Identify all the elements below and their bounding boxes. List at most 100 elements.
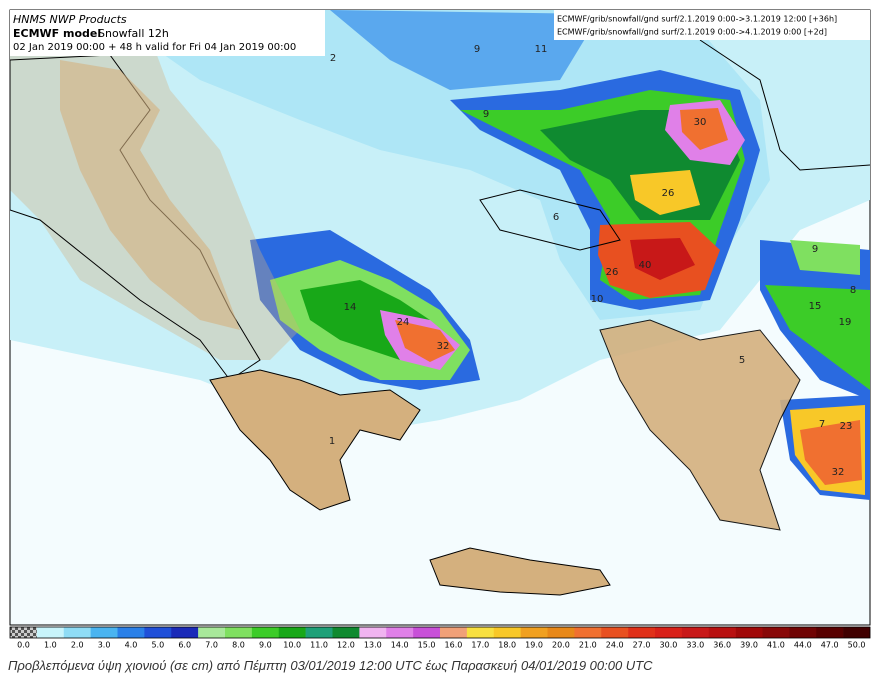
map-label: 24 <box>397 317 410 328</box>
forecast-map: HNMS NWP Products ECMWF model Snowfall 1… <box>9 9 871 650</box>
map-label: 32 <box>832 467 845 478</box>
colorbar-label: 47.0 <box>821 641 839 650</box>
map-layers <box>10 10 870 596</box>
colorbar-box <box>628 627 656 638</box>
colorbar-box <box>144 627 172 638</box>
colorbar-label: 39.0 <box>740 641 758 650</box>
colorbar-label: 21.0 <box>579 641 597 650</box>
colorbar-label: 30.0 <box>660 641 678 650</box>
map-label: 2 <box>330 53 336 64</box>
map-labels: 2 9 11 9 30 26 6 26 40 10 9 8 15 19 5 14… <box>329 44 856 478</box>
colorbar-box <box>816 627 844 638</box>
colorbar-label: 4.0 <box>125 641 138 650</box>
colorbar-box <box>574 627 602 638</box>
colorbar-box <box>278 627 306 638</box>
colorbar-box <box>708 627 736 638</box>
colorbar-box <box>10 627 37 638</box>
colorbar-box <box>225 627 253 638</box>
colorbar-label: 24.0 <box>606 641 624 650</box>
map-label: 26 <box>662 188 675 199</box>
colorbar-box <box>655 627 683 638</box>
colorbar-box <box>386 627 414 638</box>
run-info: 02 Jan 2019 00:00 + 48 h valid for Fri 0… <box>13 42 296 53</box>
map-label: 40 <box>639 260 652 271</box>
colorbar-box <box>413 627 441 638</box>
colorbar-box <box>440 627 468 638</box>
map-label: 15 <box>809 301 822 312</box>
map-label: 9 <box>812 244 818 255</box>
colorbar-box <box>493 627 521 638</box>
colorbar-box <box>117 627 145 638</box>
map-label: 10 <box>591 294 604 305</box>
colorbar-box <box>762 627 790 638</box>
colorbar-box <box>36 627 65 638</box>
colorbar-box <box>735 627 763 638</box>
colorbar-box <box>466 627 495 638</box>
colorbar-box <box>601 627 629 638</box>
colorbar-label: 13.0 <box>364 641 382 650</box>
map-label: 1 <box>329 436 335 447</box>
source-line: ECMWF/grib/snowfall/gnd surf/2.1.2019 0:… <box>557 28 827 37</box>
caption: Προβλεπόμενα ύψη χιονιού (σε cm) από Πέμ… <box>8 658 653 673</box>
map-label: 30 <box>694 117 707 128</box>
model: ECMWF model <box>13 27 101 40</box>
colorbar-label: 19.0 <box>525 641 543 650</box>
map-label: 23 <box>840 421 853 432</box>
colorbar-box <box>359 627 387 638</box>
colorbar-label: 41.0 <box>767 641 785 650</box>
colorbar-box <box>171 627 199 638</box>
map-label: 14 <box>344 302 357 313</box>
colorbar-box <box>63 627 91 638</box>
colorbar-label: 7.0 <box>205 641 218 650</box>
colorbar: 0.0 1.0 2.0 3.0 4.0 5.0 6.0 7.0 8.0 9.0 10.0 11.0 12… <box>9 626 871 650</box>
colorbar-label: 17.0 <box>471 641 489 650</box>
colorbar-box <box>843 627 871 638</box>
colorbar-box <box>90 627 118 638</box>
colorbar-frame <box>9 626 871 639</box>
product: Snowfall 12h <box>98 27 169 40</box>
colorbar-box <box>789 627 817 638</box>
colorbar-box <box>251 627 280 638</box>
colorbar-label: 36.0 <box>713 641 731 650</box>
colorbar-box <box>305 627 333 638</box>
colorbar-label: 15.0 <box>418 641 436 650</box>
colorbar-label: 5.0 <box>151 641 164 650</box>
colorbar-label: 3.0 <box>98 641 111 650</box>
colorbar-label: 50.0 <box>848 641 866 650</box>
colorbar-label: 0.0 <box>17 641 30 650</box>
colorbar-label: 16.0 <box>445 641 463 650</box>
colorbar-label: 10.0 <box>283 641 301 650</box>
colorbar-label: 18.0 <box>498 641 516 650</box>
colorbar-box <box>198 627 226 638</box>
colorbar-box <box>547 627 575 638</box>
colorbar-label: 6.0 <box>178 641 191 650</box>
colorbar-label: 14.0 <box>391 641 409 650</box>
header-box <box>10 10 325 56</box>
map-label: 5 <box>739 355 745 366</box>
colorbar-label: 9.0 <box>259 641 272 650</box>
provider: HNMS NWP Products <box>13 13 127 26</box>
map-label: 19 <box>839 317 852 328</box>
colorbar-label: 44.0 <box>794 641 812 650</box>
map-label: 9 <box>483 109 489 120</box>
colorbar-label: 12.0 <box>337 641 355 650</box>
map-label: 8 <box>850 285 856 296</box>
colorbar-label: 11.0 <box>310 641 328 650</box>
map-label: 32 <box>437 341 450 352</box>
map-label: 11 <box>535 44 548 55</box>
map-label: 9 <box>474 44 480 55</box>
colorbar-label: 33.0 <box>686 641 704 650</box>
colorbar-label: 20.0 <box>552 641 570 650</box>
colorbar-box <box>520 627 548 638</box>
source-line: ECMWF/grib/snowfall/gnd surf/2.1.2019 0:… <box>557 15 837 24</box>
source-box <box>554 10 870 40</box>
map-label: 26 <box>606 267 619 278</box>
map-label: 7 <box>819 419 825 430</box>
colorbar-label: 27.0 <box>633 641 651 650</box>
colorbar-box <box>332 627 360 638</box>
colorbar-box <box>681 627 710 638</box>
colorbar-label: 8.0 <box>232 641 245 650</box>
colorbar-label: 2.0 <box>71 641 84 650</box>
map-label: 6 <box>553 212 559 223</box>
